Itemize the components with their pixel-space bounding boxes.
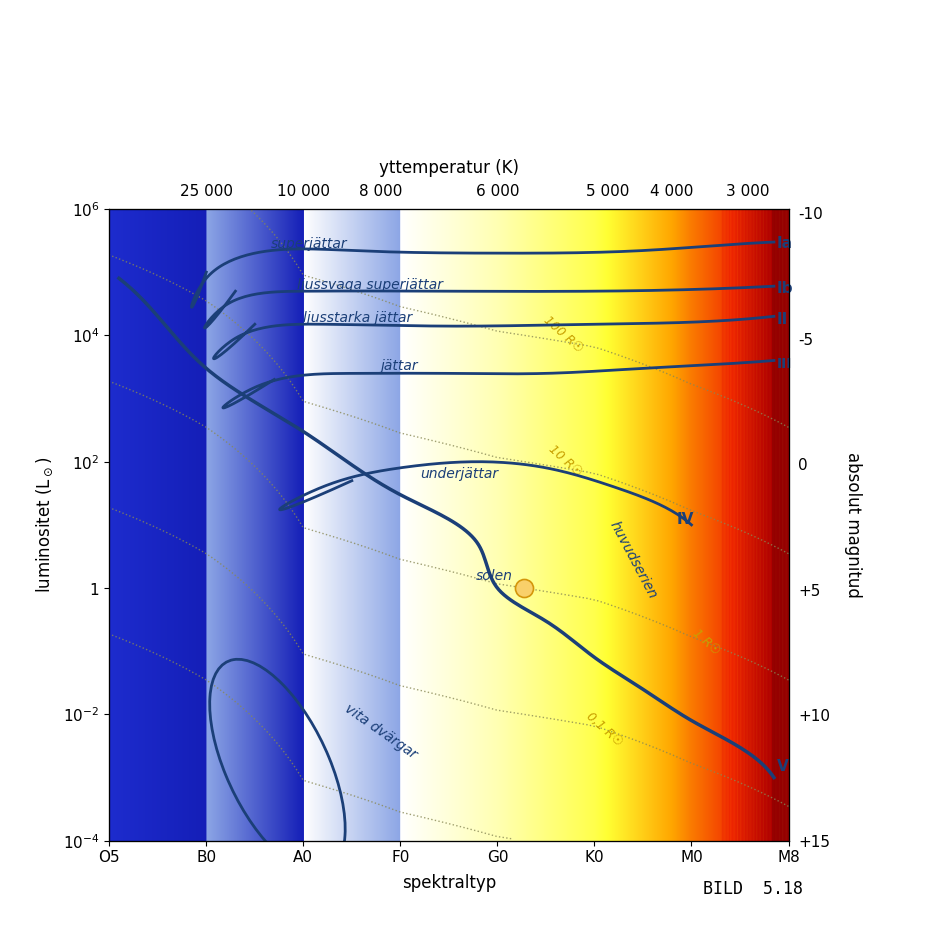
Text: huvudserien: huvudserien [607,519,660,600]
Text: Ia: Ia [777,237,793,252]
Text: jättar: jättar [381,359,419,373]
Text: 0,1 R☉: 0,1 R☉ [583,710,625,749]
Text: vita dvärgar: vita dvärgar [342,701,420,762]
Text: II: II [777,312,788,327]
X-axis label: yttemperatur (K): yttemperatur (K) [379,160,519,177]
Text: BILD  5.18: BILD 5.18 [703,880,803,898]
Text: ljusstarka jättar: ljusstarka jättar [303,312,412,326]
Text: superjättar: superjättar [271,238,348,251]
Text: 10 R☉: 10 R☉ [546,443,584,480]
Y-axis label: luminositet (L$_\odot$): luminositet (L$_\odot$) [34,457,54,593]
Text: III: III [777,357,792,371]
X-axis label: spektraltyp: spektraltyp [402,874,496,892]
Text: 100 R☉: 100 R☉ [542,314,585,355]
Text: V: V [777,759,788,774]
Text: underjättar: underjättar [420,467,498,481]
Text: 1 R☉: 1 R☉ [690,627,722,658]
Text: Ib: Ib [777,281,793,296]
Text: ljussvaga superjättar: ljussvaga superjättar [296,277,443,292]
Text: IV: IV [677,512,694,527]
Y-axis label: absolut magnitud: absolut magnitud [845,452,862,598]
Text: solen: solen [476,569,513,583]
